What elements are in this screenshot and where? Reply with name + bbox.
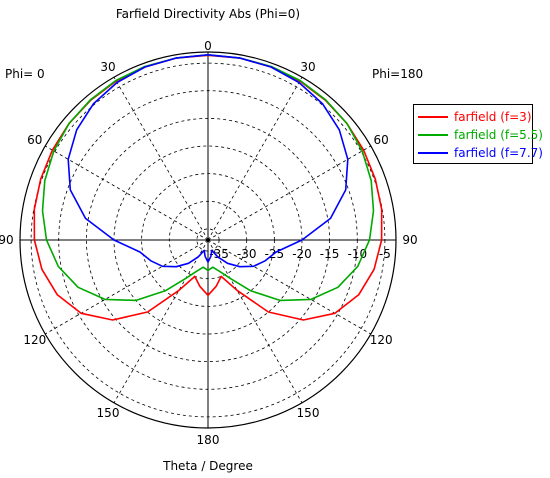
legend: farfield (f=3) farfield (f=5.5) farfield… bbox=[413, 104, 543, 164]
angle-tick-180-right: 180 bbox=[197, 433, 220, 447]
radial-tick-35: -35 bbox=[209, 247, 229, 261]
angle-tick-60-left: 60 bbox=[27, 133, 42, 147]
radial-tick-15: -15 bbox=[320, 247, 340, 261]
legend-item-f5-5: farfield (f=5.5) bbox=[418, 127, 543, 143]
angle-tick-150-right: 150 bbox=[297, 406, 320, 420]
angle-tick-30-right: 30 bbox=[300, 60, 315, 74]
angle-tick-0-right: 0 bbox=[204, 39, 212, 53]
angle-tick-90-left: 90 bbox=[0, 233, 14, 247]
radial-tick-30: -30 bbox=[237, 247, 257, 261]
legend-label-f5-5: farfield (f=5.5) bbox=[454, 128, 543, 142]
radial-tick-20: -20 bbox=[292, 247, 312, 261]
grid-spoke-120 bbox=[207, 239, 371, 335]
x-axis-label: Theta / Degree bbox=[162, 459, 253, 473]
legend-item-f7-7: farfield (f=7.7) bbox=[418, 145, 543, 161]
grid-spoke-60 bbox=[207, 145, 371, 241]
chart-title: Farfield Directivity Abs (Phi=0) bbox=[116, 7, 300, 21]
left-phi-label: Phi= 0 bbox=[5, 67, 45, 81]
grid-spoke-300 bbox=[44, 145, 209, 241]
series-line-2 bbox=[67, 54, 349, 268]
grid-spoke-30 bbox=[207, 76, 303, 241]
radial-tick-5: -5 bbox=[379, 247, 391, 261]
angle-tick-120-left: 120 bbox=[23, 333, 46, 347]
right-phi-label: Phi=180 bbox=[372, 67, 423, 81]
polar-grid bbox=[19, 51, 397, 429]
legend-item-f3: farfield (f=3) bbox=[418, 109, 532, 125]
grid-spoke-330 bbox=[113, 76, 209, 241]
angle-tick-120-right: 120 bbox=[370, 333, 393, 347]
angle-tick-90-right: 90 bbox=[402, 233, 417, 247]
grid-spoke-240 bbox=[44, 239, 209, 335]
series-line-0 bbox=[33, 54, 383, 321]
legend-swatch-f7-7 bbox=[418, 152, 448, 154]
grid-spoke-150 bbox=[207, 239, 303, 403]
legend-label-f7-7: farfield (f=7.7) bbox=[454, 146, 543, 160]
radial-tick-10: -10 bbox=[347, 247, 367, 261]
legend-label-f3: farfield (f=3) bbox=[454, 110, 532, 124]
legend-swatch-f3 bbox=[418, 116, 448, 118]
angle-tick-30-left: 30 bbox=[100, 60, 115, 74]
angle-tick-60-right: 60 bbox=[374, 133, 389, 147]
grid-spoke-210 bbox=[113, 239, 209, 403]
legend-swatch-f5-5 bbox=[418, 134, 448, 136]
series-line-1 bbox=[41, 54, 375, 302]
series-curves bbox=[33, 54, 383, 321]
angle-tick-150-left: 150 bbox=[97, 406, 120, 420]
